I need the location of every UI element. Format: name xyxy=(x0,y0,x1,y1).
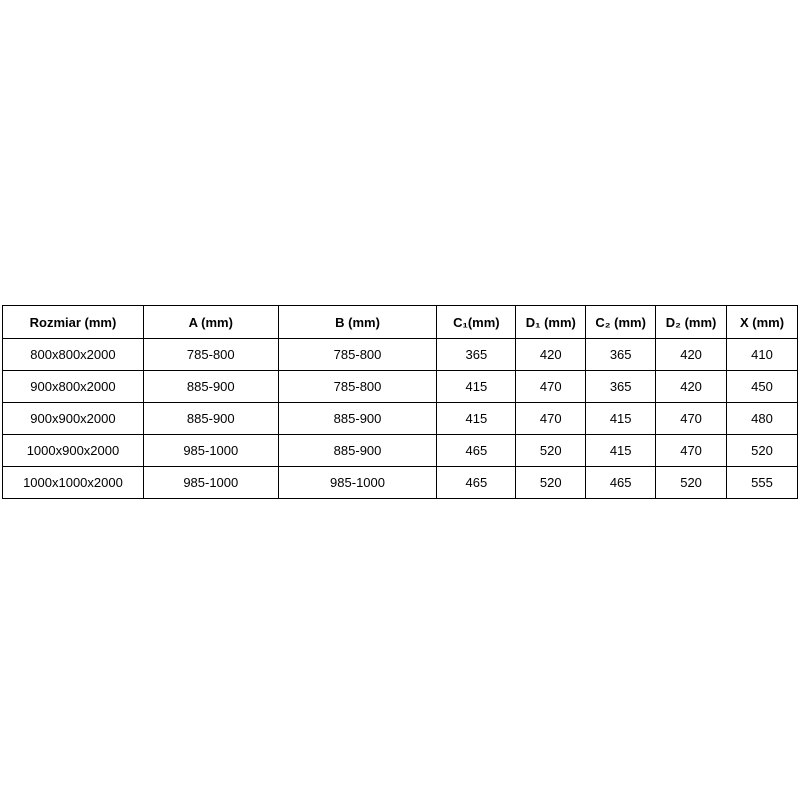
table-cell: 520 xyxy=(655,466,728,499)
table-cell: 885-900 xyxy=(142,402,279,435)
table-cell: 470 xyxy=(515,402,587,435)
table-cell: 785-800 xyxy=(277,338,438,371)
table-cell: 415 xyxy=(585,434,657,467)
table-cell: 785-800 xyxy=(142,338,279,371)
table-cell: 985-1000 xyxy=(142,466,279,499)
table-row: 900x900x2000 885-900 885-900 415 470 415 470 48… xyxy=(2,402,798,435)
table-cell: 885-900 xyxy=(277,434,438,467)
column-header: X (mm) xyxy=(726,305,798,339)
table-cell: 465 xyxy=(436,466,517,499)
table-row: 800x800x2000 785-800 785-800 365 420 365 420 41… xyxy=(2,338,798,371)
table-row: 1000x1000x2000 985-1000 985-1000 465 520 465 5… xyxy=(2,466,798,499)
table-cell: 420 xyxy=(515,338,587,371)
table-cell: 1000x900x2000 xyxy=(2,434,144,467)
table-cell: 420 xyxy=(655,370,728,403)
column-header: D₁ (mm) xyxy=(515,305,587,339)
table-cell: 885-900 xyxy=(277,402,438,435)
table-cell: 985-1000 xyxy=(142,434,279,467)
dimensions-table: Rozmiar (mm) A (mm) B (mm) C₁(mm) D₁ (mm) C₂ … xyxy=(2,305,798,499)
table-cell: 410 xyxy=(726,338,798,371)
header-row: Rozmiar (mm) A (mm) B (mm) C₁(mm) D₁ (mm) C₂ … xyxy=(2,305,798,339)
table-cell: 480 xyxy=(726,402,798,435)
table-cell: 415 xyxy=(436,370,517,403)
table-cell: 885-900 xyxy=(142,370,279,403)
table-cell: 985-1000 xyxy=(277,466,438,499)
table-cell: 415 xyxy=(585,402,657,435)
table-cell: 1000x1000x2000 xyxy=(2,466,144,499)
column-header: Rozmiar (mm) xyxy=(2,305,144,339)
table-cell: 365 xyxy=(585,370,657,403)
table-cell: 470 xyxy=(655,434,728,467)
table-cell: 800x800x2000 xyxy=(2,338,144,371)
table-cell: 785-800 xyxy=(277,370,438,403)
table-cell: 365 xyxy=(436,338,517,371)
table-cell: 415 xyxy=(436,402,517,435)
column-header: A (mm) xyxy=(142,305,279,339)
table-cell: 470 xyxy=(655,402,728,435)
column-header: D₂ (mm) xyxy=(655,305,728,339)
table-cell: 520 xyxy=(515,434,587,467)
column-header: C₂ (mm) xyxy=(585,305,657,339)
table-cell: 465 xyxy=(585,466,657,499)
table-cell: 465 xyxy=(436,434,517,467)
table-cell: 555 xyxy=(726,466,798,499)
table-row: 1000x900x2000 985-1000 885-900 465 520 415 470… xyxy=(2,434,798,467)
table-cell: 520 xyxy=(515,466,587,499)
table-cell: 900x800x2000 xyxy=(2,370,144,403)
table-cell: 900x900x2000 xyxy=(2,402,144,435)
table-row: 900x800x2000 885-900 785-800 415 470 365 420 45… xyxy=(2,370,798,403)
column-header: C₁(mm) xyxy=(436,305,517,339)
column-header: B (mm) xyxy=(277,305,438,339)
table-cell: 470 xyxy=(515,370,587,403)
table-cell: 450 xyxy=(726,370,798,403)
table-cell: 365 xyxy=(585,338,657,371)
table-cell: 420 xyxy=(655,338,728,371)
table-cell: 520 xyxy=(726,434,798,467)
